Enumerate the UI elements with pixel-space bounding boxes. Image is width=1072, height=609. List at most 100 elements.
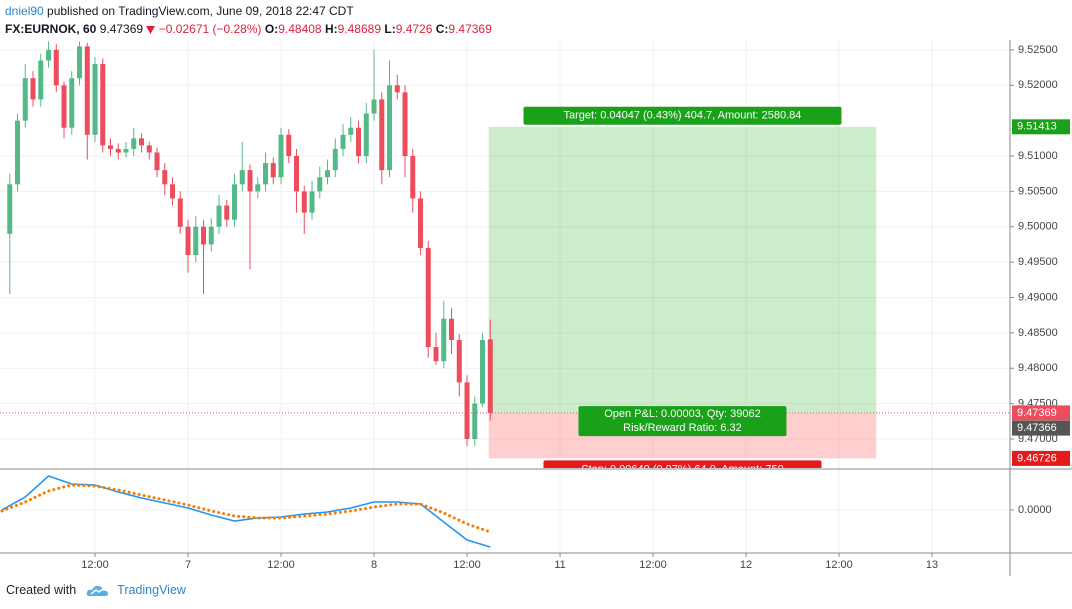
down-triangle (146, 25, 156, 34)
candle-body (441, 318, 447, 362)
rr-label: Risk/Reward Ratio: 6.32 (623, 422, 742, 434)
target-tag-box (1012, 119, 1070, 135)
stop-tag-box (1012, 450, 1070, 466)
logo (86, 585, 108, 596)
indicator-pane (0, 475, 492, 548)
candle-body (77, 46, 83, 79)
published: published on TradingView.com, June 09, 2… (43, 4, 354, 18)
main-pane: Target: 0.04047 (0.43%) 404.7, Amount: 2… (0, 41, 1010, 475)
candle-body (387, 85, 393, 171)
candle-body (239, 170, 245, 185)
candle-body (170, 184, 176, 199)
candle-body (255, 184, 261, 192)
y-tick-label: 9.49500 (1018, 256, 1058, 268)
candle-body (348, 127, 354, 135)
x-tick-label: 8 (371, 559, 377, 571)
candle-body (30, 78, 36, 100)
candle-body (371, 99, 377, 114)
high-value: 9.48689 (337, 22, 382, 36)
entry-tag: 9.47366 (1017, 422, 1057, 434)
candle-body (418, 198, 424, 248)
candle-body (38, 60, 44, 100)
author: dniel90 (5, 4, 44, 18)
x-tick-label: 12:00 (453, 559, 481, 571)
candle-body (154, 152, 160, 171)
candle-body (15, 120, 21, 185)
brand: TradingView (117, 583, 186, 597)
y-tick-label: 9.51000 (1018, 150, 1058, 162)
indicator-line (1, 475, 491, 548)
y-tick-label: 9.48000 (1018, 362, 1058, 374)
candle-body (356, 127, 362, 157)
last-price: 9.47369 (99, 22, 144, 36)
created-with: Created with (6, 583, 77, 597)
candle-body (7, 184, 13, 234)
x-tick-label: 12:00 (825, 559, 853, 571)
candle-body (247, 170, 253, 192)
stop-label: Stop: 0.00640 (0.07%) 64.0, Amount: 750 (581, 463, 783, 475)
candle-body (131, 138, 137, 149)
candle-body (108, 145, 114, 149)
grid (0, 40, 1010, 553)
candle-body (449, 318, 455, 340)
c-label: C: (435, 22, 449, 36)
candle-body (363, 113, 369, 157)
y-tick-label: 9.52500 (1018, 44, 1058, 56)
candle-body (146, 145, 152, 153)
y-tick-label: 9.49000 (1018, 291, 1058, 303)
x-tick-label: 11 (554, 559, 565, 571)
candle-body (201, 226, 207, 245)
candle-body (472, 403, 478, 439)
candle-body (185, 226, 191, 256)
close-value: 9.47369 (448, 22, 492, 36)
x-tick-label: 12 (740, 559, 752, 571)
indicator-y-tick-label: 0.0000 (1018, 504, 1052, 516)
candle-body (294, 156, 300, 192)
indicator-line (0, 483, 492, 534)
candle-body (270, 163, 276, 178)
candle-body (410, 156, 416, 199)
y-tick-label: 9.50500 (1018, 185, 1058, 197)
candle-body (69, 78, 75, 128)
candle-body (464, 382, 470, 439)
candle-body (301, 191, 307, 213)
header-line-2: FX:EURNOK, 60 9.47369 −0.02671 (−0.28%) … (5, 20, 492, 38)
candle-body (332, 148, 338, 171)
candle-body (340, 134, 346, 149)
candle-body (433, 347, 439, 362)
o-label: O: (264, 22, 279, 36)
candle-body (53, 49, 59, 86)
candle-body (379, 99, 385, 171)
target-zone (488, 126, 877, 414)
x-tick-label: 12:00 (267, 559, 295, 571)
pnl-label-box (578, 406, 787, 437)
footer: Created with TradingView (6, 583, 186, 598)
candle-body (425, 247, 431, 348)
candle-body (177, 198, 183, 227)
low-value: 9.4726 (395, 22, 433, 36)
stop-label-box (543, 460, 822, 468)
h-label: H: (324, 22, 338, 36)
x-tick-label: 12:00 (639, 559, 667, 571)
pnl-label: Open P&L: 0.00003, Qty: 39062 (604, 408, 761, 420)
candle-body (394, 85, 400, 93)
entry-tag-box (1012, 420, 1070, 436)
header-line-1: dniel90 published on TradingView.com, Ju… (5, 2, 492, 20)
candle-body (22, 78, 28, 121)
stop-tag: 9.46726 (1017, 452, 1057, 464)
candle-body (402, 92, 408, 157)
target-label: Target: 0.04047 (0.43%) 404.7, Amount: 2… (564, 110, 802, 122)
last-price-tag: 9.47369 (1017, 407, 1057, 419)
candle-body (139, 138, 145, 146)
candle-body (193, 226, 199, 256)
y-tick-label: 9.47000 (1018, 433, 1058, 445)
candle-body (480, 339, 486, 404)
candle-body (208, 226, 214, 245)
header: dniel90 published on TradingView.com, Ju… (5, 2, 492, 38)
candle-body (216, 205, 222, 227)
candle-body (278, 134, 284, 178)
x-tick-label: 7 (185, 559, 191, 571)
candle-body (61, 85, 67, 128)
